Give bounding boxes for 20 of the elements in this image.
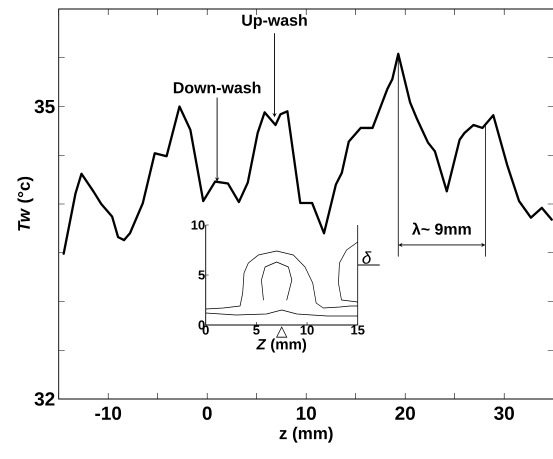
x-tick-label: 15 bbox=[351, 326, 365, 335]
x-axis-title: z (mm) bbox=[280, 426, 333, 443]
x-tick-label: 5 bbox=[253, 326, 260, 335]
y-axis-title: Tw (°c) bbox=[18, 176, 34, 231]
line-series bbox=[261, 262, 292, 300]
x-tick-label: 30 bbox=[494, 406, 514, 420]
x-tick-label: -10 bbox=[95, 406, 122, 420]
annotation: △ bbox=[276, 326, 288, 338]
annotation: Up-wash bbox=[242, 14, 307, 30]
annotation: δ bbox=[362, 251, 372, 264]
y-tick-label: 5 bbox=[198, 270, 205, 280]
y-tick-label: 32 bbox=[34, 392, 54, 406]
annotation: Down-wash bbox=[174, 82, 260, 94]
annotation: λ~ 9mm bbox=[412, 222, 471, 235]
x-tick-label: 10 bbox=[300, 326, 314, 335]
y-tick-label: 35 bbox=[34, 100, 55, 114]
y-tick-label: 10 bbox=[192, 220, 205, 230]
x-tick-label: 20 bbox=[395, 406, 415, 420]
x-axis-title: Z (mm) bbox=[256, 338, 306, 352]
x-tick-label: 10 bbox=[296, 406, 316, 420]
